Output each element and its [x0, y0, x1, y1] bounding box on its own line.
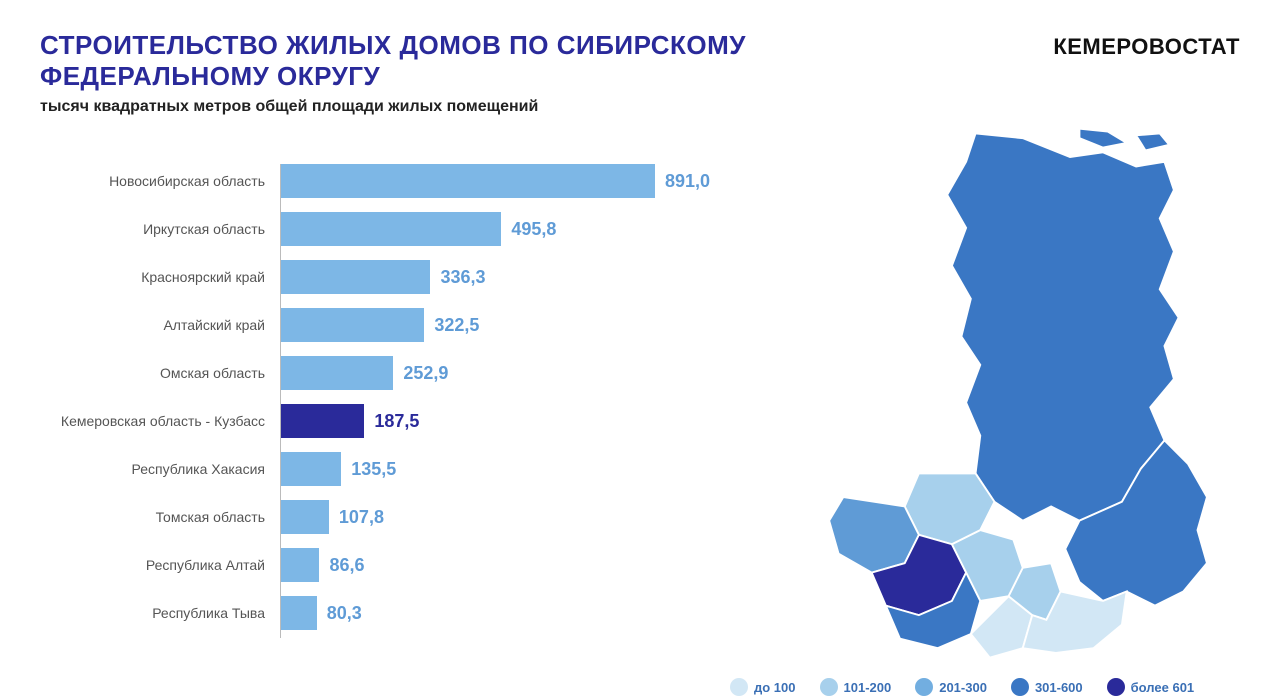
header: СТРОИТЕЛЬСТВО ЖИЛЫХ ДОМОВ ПО СИБИРСКОМУ … — [40, 30, 1240, 116]
bar-value: 107,8 — [339, 507, 384, 528]
bar-chart: Новосибирская область891,0 Иркутская обла… — [40, 124, 710, 696]
legend-item: 201-300 — [915, 678, 987, 696]
bar-rect — [281, 404, 364, 438]
bar-value: 336,3 — [440, 267, 485, 288]
bar-rect — [281, 596, 317, 630]
bar-label: Кемеровская область - Кузбасс — [33, 413, 273, 429]
bar-list: Новосибирская область891,0 Иркутская обла… — [280, 164, 710, 638]
bar-value: 252,9 — [403, 363, 448, 384]
bar-label: Алтайский край — [33, 317, 273, 333]
bar-rect — [281, 500, 329, 534]
bar-value: 187,5 — [374, 411, 419, 432]
bar-rect — [281, 452, 341, 486]
legend-label: более 601 — [1131, 680, 1195, 695]
bar-label: Республика Тыва — [33, 605, 273, 621]
legend-label: 301-600 — [1035, 680, 1083, 695]
map-svg — [730, 124, 1240, 672]
legend-swatch — [820, 678, 838, 696]
bar-value: 80,3 — [327, 603, 362, 624]
page-title: СТРОИТЕЛЬСТВО ЖИЛЫХ ДОМОВ ПО СИБИРСКОМУ … — [40, 30, 800, 92]
legend-swatch — [915, 678, 933, 696]
legend-label: 201-300 — [939, 680, 987, 695]
bar-rect — [281, 356, 393, 390]
bar-rect — [281, 548, 319, 582]
bar-row: Республика Алтай86,6 — [281, 548, 710, 582]
legend-item: 301-600 — [1011, 678, 1083, 696]
map-region-taymyr-islands — [1079, 129, 1169, 151]
bar-row: Республика Тыва80,3 — [281, 596, 710, 630]
brand-logo: КЕМЕРОВОСТАТ — [1053, 34, 1240, 60]
legend-swatch — [1107, 678, 1125, 696]
bar-label: Красноярский край — [33, 269, 273, 285]
bar-value: 135,5 — [351, 459, 396, 480]
bar-rect — [281, 164, 655, 198]
legend-swatch — [1011, 678, 1029, 696]
bar-value: 322,5 — [434, 315, 479, 336]
bar-value: 495,8 — [511, 219, 556, 240]
legend-item: до 100 — [730, 678, 796, 696]
bar-rect — [281, 212, 501, 246]
bar-label: Омская область — [33, 365, 273, 381]
legend-item: более 601 — [1107, 678, 1195, 696]
bar-rect — [281, 260, 430, 294]
legend-label: до 100 — [754, 680, 796, 695]
content: Новосибирская область891,0 Иркутская обла… — [40, 124, 1240, 696]
legend-item: 101-200 — [820, 678, 892, 696]
bar-rect — [281, 308, 424, 342]
bar-label: Республика Алтай — [33, 557, 273, 573]
legend-label: 101-200 — [844, 680, 892, 695]
bar-row: Алтайский край322,5 — [281, 308, 710, 342]
bar-label: Новосибирская область — [33, 173, 273, 189]
infographic-container: СТРОИТЕЛЬСТВО ЖИЛЫХ ДОМОВ ПО СИБИРСКОМУ … — [0, 0, 1280, 696]
bar-row: Кемеровская область - Кузбасс187,5 — [281, 404, 710, 438]
title-block: СТРОИТЕЛЬСТВО ЖИЛЫХ ДОМОВ ПО СИБИРСКОМУ … — [40, 30, 800, 116]
bar-label: Республика Хакасия — [33, 461, 273, 477]
bar-row: Новосибирская область891,0 — [281, 164, 710, 198]
map-legend: до 100 101-200 201-300 301-600 более 601 — [730, 672, 1240, 696]
map-area: до 100 101-200 201-300 301-600 более 601 — [730, 124, 1240, 696]
legend-swatch — [730, 678, 748, 696]
page-subtitle: тысяч квадратных метров общей площади жи… — [40, 98, 800, 116]
bar-row: Красноярский край336,3 — [281, 260, 710, 294]
bar-row: Иркутская область495,8 — [281, 212, 710, 246]
bar-row: Республика Хакасия135,5 — [281, 452, 710, 486]
bar-label: Томская область — [33, 509, 273, 525]
bar-value: 891,0 — [665, 171, 710, 192]
bar-value: 86,6 — [329, 555, 364, 576]
bar-row: Омская область252,9 — [281, 356, 710, 390]
bar-label: Иркутская область — [33, 221, 273, 237]
map-region-krasnoyarsk — [947, 134, 1178, 521]
bar-row: Томская область107,8 — [281, 500, 710, 534]
